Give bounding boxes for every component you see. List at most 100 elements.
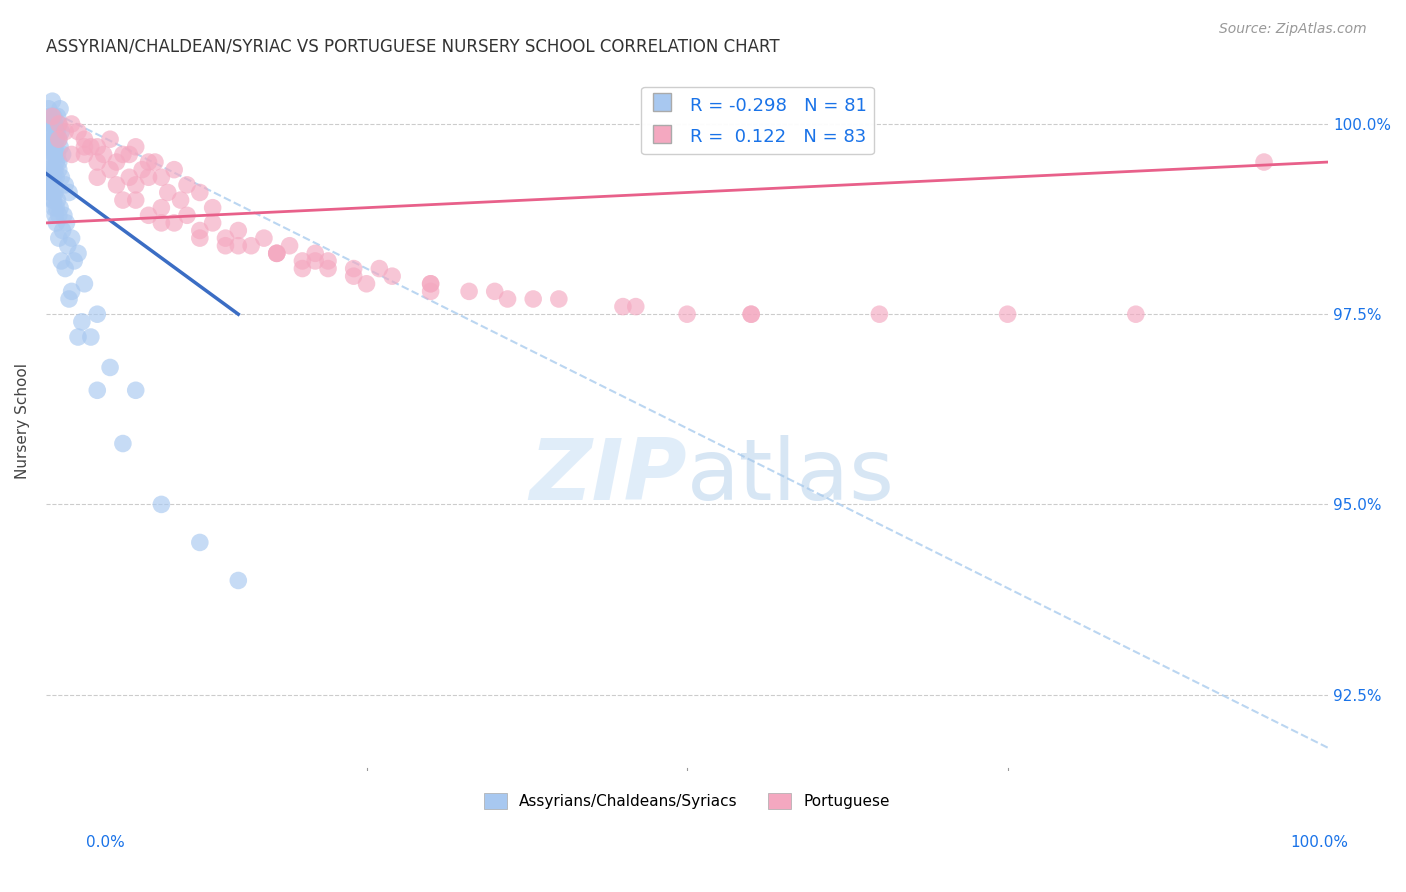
- Point: [42, 170, 65, 185]
- Point: [38, 102, 60, 116]
- Point: [458, 285, 481, 299]
- Point: [53, 261, 76, 276]
- Point: [52, 208, 75, 222]
- Point: [41, 94, 63, 108]
- Point: [676, 307, 699, 321]
- Point: [997, 307, 1019, 321]
- Point: [52, 223, 75, 237]
- Point: [740, 307, 762, 321]
- Point: [44, 117, 66, 131]
- Point: [53, 125, 76, 139]
- Text: ZIP: ZIP: [530, 435, 688, 518]
- Point: [419, 285, 441, 299]
- Point: [39, 186, 62, 200]
- Point: [1253, 155, 1275, 169]
- Point: [49, 102, 72, 116]
- Point: [150, 497, 173, 511]
- Point: [547, 292, 569, 306]
- Point: [316, 261, 339, 276]
- Point: [45, 216, 67, 230]
- Point: [42, 201, 65, 215]
- Point: [39, 117, 62, 131]
- Point: [48, 162, 70, 177]
- Point: [38, 162, 60, 177]
- Point: [226, 574, 249, 588]
- Point: [38, 170, 60, 185]
- Point: [419, 277, 441, 291]
- Point: [49, 201, 72, 215]
- Point: [612, 300, 634, 314]
- Point: [45, 170, 67, 185]
- Point: [138, 208, 160, 222]
- Point: [98, 162, 121, 177]
- Point: [111, 436, 134, 450]
- Point: [188, 186, 211, 200]
- Point: [105, 155, 128, 169]
- Point: [60, 117, 83, 131]
- Point: [60, 231, 83, 245]
- Point: [86, 155, 108, 169]
- Point: [53, 178, 76, 192]
- Text: 0.0%: 0.0%: [86, 836, 125, 850]
- Point: [484, 285, 506, 299]
- Point: [70, 315, 93, 329]
- Point: [143, 155, 166, 169]
- Point: [278, 238, 301, 252]
- Point: [48, 117, 70, 131]
- Point: [125, 140, 148, 154]
- Point: [44, 162, 66, 177]
- Point: [42, 109, 65, 123]
- Point: [38, 147, 60, 161]
- Point: [49, 140, 72, 154]
- Point: [44, 147, 66, 161]
- Point: [86, 170, 108, 185]
- Point: [41, 140, 63, 154]
- Point: [41, 186, 63, 200]
- Legend: Assyrians/Chaldeans/Syriacs, Portuguese: Assyrians/Chaldeans/Syriacs, Portuguese: [478, 788, 896, 815]
- Point: [163, 216, 186, 230]
- Point: [176, 178, 198, 192]
- Point: [131, 162, 153, 177]
- Point: [111, 147, 134, 161]
- Point: [73, 140, 96, 154]
- Point: [226, 238, 249, 252]
- Point: [48, 208, 70, 222]
- Text: ASSYRIAN/CHALDEAN/SYRIAC VS PORTUGUESE NURSERY SCHOOL CORRELATION CHART: ASSYRIAN/CHALDEAN/SYRIAC VS PORTUGUESE N…: [46, 37, 779, 55]
- Point: [63, 254, 86, 268]
- Point: [39, 140, 62, 154]
- Point: [188, 223, 211, 237]
- Point: [46, 109, 69, 123]
- Point: [39, 178, 62, 192]
- Point: [46, 147, 69, 161]
- Point: [58, 292, 80, 306]
- Point: [45, 132, 67, 146]
- Point: [176, 208, 198, 222]
- Point: [46, 193, 69, 207]
- Point: [48, 231, 70, 245]
- Point: [41, 117, 63, 131]
- Point: [58, 186, 80, 200]
- Point: [266, 246, 288, 260]
- Point: [226, 223, 249, 237]
- Point: [304, 246, 326, 260]
- Point: [304, 254, 326, 268]
- Point: [42, 193, 65, 207]
- Point: [44, 208, 66, 222]
- Point: [60, 285, 83, 299]
- Point: [125, 178, 148, 192]
- Point: [38, 125, 60, 139]
- Point: [138, 155, 160, 169]
- Point: [48, 132, 70, 146]
- Point: [86, 307, 108, 321]
- Point: [44, 140, 66, 154]
- Point: [98, 132, 121, 146]
- Point: [316, 254, 339, 268]
- Point: [150, 170, 173, 185]
- Point: [163, 162, 186, 177]
- Point: [48, 155, 70, 169]
- Point: [66, 125, 89, 139]
- Y-axis label: Nursery School: Nursery School: [15, 363, 30, 479]
- Text: Source: ZipAtlas.com: Source: ZipAtlas.com: [1219, 22, 1367, 37]
- Point: [38, 109, 60, 123]
- Point: [52, 147, 75, 161]
